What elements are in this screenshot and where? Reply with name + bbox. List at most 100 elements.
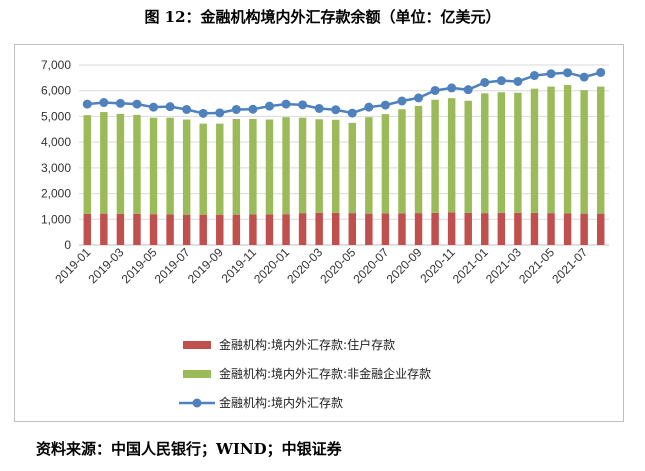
bar-corporate: [563, 85, 572, 214]
point-total-deposits: [298, 100, 308, 110]
bar-corporate: [182, 119, 191, 215]
bar-household: [199, 214, 207, 245]
point-total-deposits: [496, 76, 506, 86]
y-tick-label: 1,000: [41, 212, 71, 226]
bar-household: [232, 214, 241, 245]
x-tick-label: 2020-05: [317, 245, 358, 286]
legend-label: 金融机构:境内外汇存款:住户存款: [219, 337, 395, 352]
x-tick-label: 2019-05: [119, 245, 160, 286]
bar-corporate: [149, 117, 158, 215]
point-total-deposits: [99, 98, 109, 108]
bar-corporate: [249, 119, 257, 215]
bar-household: [514, 212, 522, 245]
x-tick-label: 2020-07: [350, 245, 391, 286]
point-total-deposits: [529, 71, 539, 81]
point-total-deposits: [264, 101, 274, 111]
point-total-deposits: [165, 102, 175, 112]
y-tick-label: 7,000: [41, 58, 71, 72]
bar-household: [83, 213, 92, 245]
point-total-deposits: [579, 72, 589, 82]
x-tick-label: 2020-01: [251, 245, 292, 286]
point-total-deposits: [380, 100, 390, 110]
x-tick-label: 2021-01: [450, 245, 491, 286]
bar-household: [216, 214, 224, 245]
point-total-deposits: [115, 98, 125, 108]
bar-household: [348, 213, 357, 245]
bar-corporate: [199, 123, 207, 215]
bar-corporate: [381, 114, 390, 214]
bar-corporate: [547, 86, 555, 214]
bar-household: [116, 213, 125, 245]
bar-corporate: [232, 119, 241, 215]
bar-corporate: [265, 119, 274, 215]
point-total-deposits: [231, 104, 241, 114]
bar-corporate: [431, 99, 439, 213]
point-total-deposits: [546, 69, 556, 79]
bar-corporate: [216, 123, 224, 215]
point-total-deposits: [331, 105, 341, 115]
bar-household: [596, 213, 605, 245]
point-total-deposits: [215, 108, 225, 118]
point-total-deposits: [149, 102, 159, 112]
chart-svg: 0 1,000 2,000 3,000 4,000 5,000 6,000 7,000 2019…: [41, 58, 609, 410]
bar-corporate: [166, 117, 174, 215]
y-tick-label: 2,000: [41, 187, 71, 201]
point-total-deposits: [182, 104, 192, 114]
bar-corporate: [133, 114, 141, 214]
bar-household: [265, 214, 274, 245]
legend-swatch: [183, 370, 211, 378]
point-total-deposits: [414, 93, 424, 103]
bar-household: [381, 213, 390, 245]
point-total-deposits: [480, 77, 490, 87]
point-total-deposits: [430, 85, 440, 95]
bar-household: [530, 212, 539, 245]
bar-household: [447, 212, 456, 245]
point-total-deposits: [513, 76, 523, 86]
x-tick-label: 2019-01: [52, 245, 93, 286]
legend-swatch: [183, 341, 211, 349]
point-total-deposits: [248, 104, 258, 114]
source-note: 资料来源：中国人民银行；WIND；中银证券: [36, 440, 342, 458]
point-total-deposits: [82, 99, 92, 109]
point-total-deposits: [132, 99, 142, 109]
y-tick-label: 3,000: [41, 161, 71, 175]
bar-corporate: [580, 90, 588, 214]
bar-household: [100, 213, 108, 245]
bar-household: [398, 213, 406, 245]
point-total-deposits: [347, 108, 357, 118]
legend-label: 金融机构:境内外汇存款:非金融企业存款: [219, 366, 431, 381]
bar-corporate: [530, 88, 539, 213]
bar-household: [315, 212, 323, 245]
figure-title: 图 12：金融机构境内外汇存款余额（单位：亿美元）: [144, 8, 501, 26]
y-tick-label: 5,000: [41, 109, 71, 123]
point-total-deposits: [364, 102, 374, 112]
bar-corporate: [331, 119, 340, 213]
bar-corporate: [596, 86, 605, 214]
bar-household: [331, 212, 340, 245]
chart-frame: 0 1,000 2,000 3,000 4,000 5,000 6,000 7,000 2019…: [14, 44, 624, 422]
y-tick-label: 6,000: [41, 84, 71, 98]
x-tick-label: 2021-03: [483, 245, 524, 286]
bar-corporate: [414, 105, 423, 214]
point-total-deposits: [463, 85, 473, 95]
bar-corporate: [100, 112, 108, 214]
bar-household: [149, 214, 158, 245]
bar-corporate: [116, 113, 125, 214]
legend-swatch-marker: [192, 398, 202, 408]
bar-household: [547, 213, 555, 245]
bar-household: [414, 213, 423, 245]
bar-corporate: [315, 119, 323, 213]
bar-household: [464, 212, 472, 245]
point-total-deposits: [397, 96, 407, 106]
point-total-deposits: [281, 99, 291, 109]
bar-corporate: [398, 109, 406, 214]
bar-household: [298, 213, 307, 245]
x-tick-label: 2019-03: [85, 245, 126, 286]
x-tick-label: 2020-09: [384, 245, 425, 286]
bar-household: [497, 212, 506, 245]
bar-household: [182, 214, 191, 245]
bar-household: [249, 214, 257, 245]
bar-household: [133, 213, 141, 245]
x-tick-label: 2019-09: [185, 245, 226, 286]
bar-corporate: [282, 117, 290, 215]
